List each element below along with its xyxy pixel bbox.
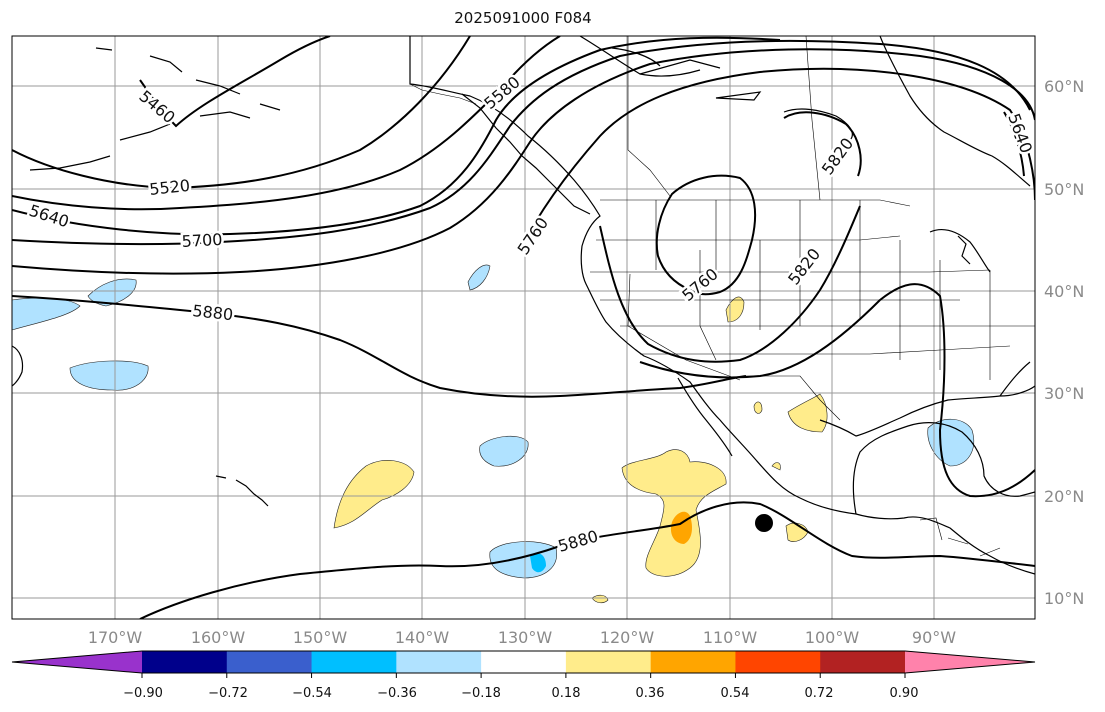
colorbar-tick-label: 0.54 xyxy=(721,686,750,701)
contour-5760-north xyxy=(12,48,1035,275)
contour-5640-west xyxy=(12,36,781,236)
colorbar-tick-label: 0.72 xyxy=(805,686,834,701)
latitude-ticks: 60°N 50°N 40°N 30°N 20°N 10°N xyxy=(1044,77,1084,608)
colorbar-tick-labels: −0.90 −0.72 −0.54 −0.36 −0.18 0.18 0.36 … xyxy=(123,686,918,701)
contour-5820-main xyxy=(599,205,861,363)
contour-5700 xyxy=(12,39,1031,246)
negative-shade-blob xyxy=(467,264,491,291)
positive-shade-blob xyxy=(753,401,763,414)
lon-tick-label: 170°W xyxy=(88,628,143,647)
map-background xyxy=(12,36,1035,619)
colorbar-tick-label: −0.18 xyxy=(461,686,501,701)
lon-tick-label: 100°W xyxy=(805,628,860,647)
colorbar-segments xyxy=(11,650,1036,674)
lon-tick-label: 90°W xyxy=(912,628,956,647)
positive-shade-blob xyxy=(787,393,828,433)
contour-5880-south xyxy=(139,501,1035,619)
colorbar-tick-label: −0.54 xyxy=(292,686,332,701)
colorbar-segment xyxy=(565,651,652,673)
colorbar-segment xyxy=(481,651,567,673)
negative-shade-blob xyxy=(69,360,149,391)
longitude-ticks: 170°W 160°W 150°W 140°W 130°W 120°W 110°… xyxy=(88,628,956,647)
colorbar-segment xyxy=(735,651,821,673)
contour-5580 xyxy=(12,36,561,211)
colorbar-tick-label: 0.90 xyxy=(890,686,919,701)
contour-5880-north xyxy=(12,295,747,398)
lon-tick-label: 150°W xyxy=(293,628,348,647)
lon-tick-label: 120°W xyxy=(600,628,655,647)
positive-shade-blob xyxy=(621,449,727,577)
lon-tick-label: 130°W xyxy=(498,628,553,647)
lat-tick-label: 10°N xyxy=(1044,589,1084,608)
colorbar-segment xyxy=(820,651,906,673)
lat-tick-label: 20°N xyxy=(1044,487,1084,506)
lon-tick-label: 140°W xyxy=(395,628,450,647)
colorbar: −0.90 −0.72 −0.54 −0.36 −0.18 0.18 0.36 … xyxy=(11,650,1036,701)
colorbar-segment xyxy=(311,651,397,673)
colorbar-segment xyxy=(226,651,313,673)
colorbar-tick-label: −0.90 xyxy=(123,686,163,701)
lat-tick-label: 30°N xyxy=(1044,384,1084,403)
contour-5820-ridge xyxy=(639,283,1035,498)
contour-5640-east xyxy=(1003,111,1025,177)
height-contours xyxy=(12,36,1035,619)
colorbar-segment xyxy=(396,651,482,673)
colorbar-segment xyxy=(650,651,736,673)
storm-center-marker xyxy=(755,514,773,532)
colorbar-extend-min xyxy=(12,651,142,673)
positive-shade-blob xyxy=(591,594,609,604)
contour-5460 xyxy=(139,36,331,128)
map-frame xyxy=(11,35,1036,620)
map-title: 2025091000 F084 xyxy=(454,9,592,27)
colorbar-tick-marks xyxy=(141,673,906,678)
contour-5520 xyxy=(12,36,471,190)
political-borders xyxy=(409,36,1035,557)
colorbar-segment xyxy=(142,651,228,673)
colorbar-extend-max xyxy=(905,651,1035,673)
contour-5760-low xyxy=(655,174,757,296)
graticule xyxy=(12,36,1035,619)
negative-shade-core xyxy=(530,553,546,573)
colorbar-tick-label: −0.72 xyxy=(208,686,248,701)
lat-tick-label: 40°N xyxy=(1044,282,1084,301)
colorbar-tick-label: −0.36 xyxy=(377,686,417,701)
shading-layer xyxy=(12,264,974,604)
contour-label: 5700 xyxy=(181,230,223,251)
contour-5760-west xyxy=(519,67,1035,251)
positive-shade-blob xyxy=(771,462,781,471)
negative-shade-blob xyxy=(479,435,529,467)
coastlines xyxy=(12,36,1035,575)
lon-tick-label: 160°W xyxy=(191,628,246,647)
colorbar-tick-label: 0.36 xyxy=(636,686,665,701)
contour-5820-low xyxy=(783,111,862,177)
colorbar-tick-label: 0.18 xyxy=(552,686,581,701)
lat-tick-label: 50°N xyxy=(1044,180,1084,199)
positive-shade-blob xyxy=(333,460,415,529)
lon-tick-label: 110°W xyxy=(703,628,758,647)
lat-tick-label: 60°N xyxy=(1044,77,1084,96)
